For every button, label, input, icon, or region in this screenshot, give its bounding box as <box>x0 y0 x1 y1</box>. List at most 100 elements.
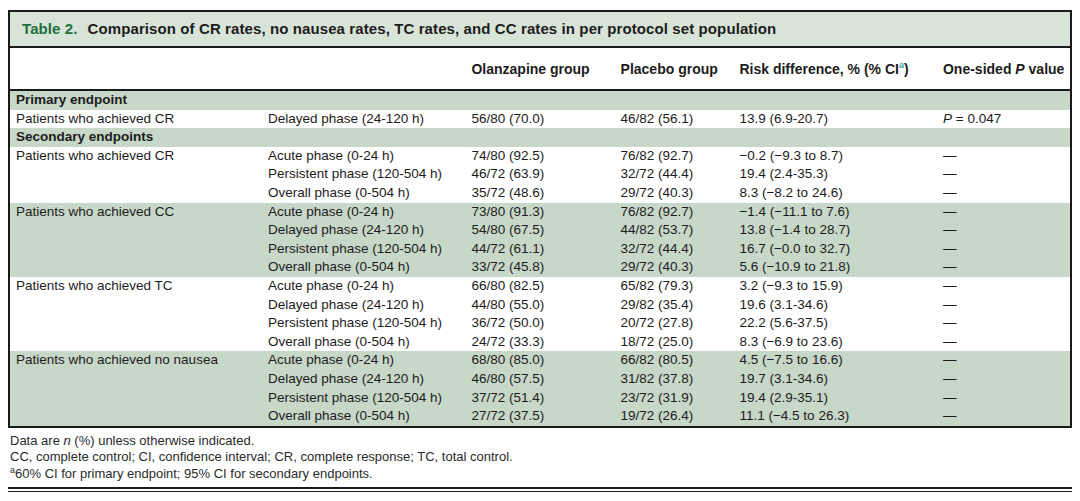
risk-diff-cell: 8.3 (−6.9 to 23.6) <box>735 333 939 352</box>
phase-cell: Persistent phase (120-504 h) <box>264 165 468 184</box>
olanzapine-cell: 44/80 (55.0) <box>467 296 616 315</box>
p-value-cell: — <box>939 147 1070 166</box>
table-row: Overall phase (0-504 h)27/72 (37.5)19/72… <box>10 407 1070 426</box>
risk-diff-cell: 16.7 (−0.0 to 32.7) <box>735 240 939 259</box>
p-value-cell: — <box>939 165 1070 184</box>
header-endpoint <box>10 48 264 90</box>
footnote-ci-definition: a60% CI for primary endpoint; 95% CI for… <box>10 466 1070 483</box>
p-value-cell: — <box>939 333 1070 352</box>
header-placebo: Placebo group <box>617 48 736 90</box>
footnote-data-note: Data are n (%) unless otherwise indicate… <box>10 433 1070 450</box>
risk-diff-cell: 5.6 (−10.9 to 21.8) <box>735 258 939 277</box>
risk-diff-cell: 11.1 (−4.5 to 26.3) <box>735 407 939 426</box>
endpoint-cell <box>10 296 264 315</box>
olanzapine-cell: 73/80 (91.3) <box>467 203 616 222</box>
endpoint-cell <box>10 314 264 333</box>
p-value-cell: — <box>939 277 1070 296</box>
section-header-row: Secondary endpoints <box>10 128 1070 147</box>
placebo-cell: 23/72 (31.9) <box>617 389 736 408</box>
table-body: Primary endpointPatients who achieved CR… <box>10 90 1070 426</box>
section-label: Secondary endpoints <box>10 128 1070 147</box>
endpoint-cell: Patients who achieved CR <box>10 147 264 166</box>
placebo-cell: 46/82 (56.1) <box>617 110 736 129</box>
olanzapine-cell: 66/80 (82.5) <box>467 277 616 296</box>
p-value-cell: — <box>939 351 1070 370</box>
olanzapine-cell: 46/80 (57.5) <box>467 370 616 389</box>
phase-cell: Acute phase (0-24 h) <box>264 277 468 296</box>
p-value-cell: — <box>939 184 1070 203</box>
p-value-cell: — <box>939 407 1070 426</box>
endpoint-cell <box>10 240 264 259</box>
phase-cell: Acute phase (0-24 h) <box>264 351 468 370</box>
table-row: Delayed phase (24-120 h)44/80 (55.0)29/8… <box>10 296 1070 315</box>
table-number-label: Table 2. <box>22 20 88 37</box>
olanzapine-cell: 37/72 (51.4) <box>467 389 616 408</box>
p-value-cell: — <box>939 314 1070 333</box>
endpoint-cell <box>10 221 264 240</box>
section-label: Primary endpoint <box>10 90 1070 110</box>
placebo-cell: 31/82 (37.8) <box>617 370 736 389</box>
olanzapine-cell: 27/72 (37.5) <box>467 407 616 426</box>
p-value-cell: — <box>939 221 1070 240</box>
phase-cell: Acute phase (0-24 h) <box>264 203 468 222</box>
table-row: Patients who achieved CRDelayed phase (2… <box>10 110 1070 129</box>
risk-diff-cell: 19.7 (3.1-34.6) <box>735 370 939 389</box>
phase-cell: Persistent phase (120-504 h) <box>264 240 468 259</box>
table-row: Persistent phase (120-504 h)44/72 (61.1)… <box>10 240 1070 259</box>
phase-cell: Delayed phase (24-120 h) <box>264 296 468 315</box>
table-row: Overall phase (0-504 h)33/72 (45.8)29/72… <box>10 258 1070 277</box>
risk-diff-cell: 4.5 (−7.5 to 16.6) <box>735 351 939 370</box>
table-row: Overall phase (0-504 h)24/72 (33.3)18/72… <box>10 333 1070 352</box>
p-value-cell: — <box>939 389 1070 408</box>
section-header-row: Primary endpoint <box>10 90 1070 110</box>
phase-cell: Overall phase (0-504 h) <box>264 407 468 426</box>
risk-diff-cell: 8.3 (−8.2 to 24.6) <box>735 184 939 203</box>
table-title: Comparison of CR rates, no nausea rates,… <box>88 20 777 37</box>
olanzapine-cell: 46/72 (63.9) <box>467 165 616 184</box>
risk-diff-cell: 13.8 (−1.4 to 28.7) <box>735 221 939 240</box>
table-row: Persistent phase (120-504 h)37/72 (51.4)… <box>10 389 1070 408</box>
table-end-rule <box>8 487 1072 492</box>
phase-cell: Overall phase (0-504 h) <box>264 184 468 203</box>
header-row: Olanzapine group Placebo group Risk diff… <box>10 48 1070 90</box>
placebo-cell: 65/82 (79.3) <box>617 277 736 296</box>
table-row: Patients who achieved CCAcute phase (0-2… <box>10 203 1070 222</box>
placebo-cell: 29/82 (35.4) <box>617 296 736 315</box>
p-value-cell: — <box>939 296 1070 315</box>
phase-cell: Acute phase (0-24 h) <box>264 147 468 166</box>
table-row: Overall phase (0-504 h)35/72 (48.6)29/72… <box>10 184 1070 203</box>
table-row: Delayed phase (24-120 h)46/80 (57.5)31/8… <box>10 370 1070 389</box>
endpoint-cell <box>10 333 264 352</box>
endpoint-cell: Patients who achieved TC <box>10 277 264 296</box>
olanzapine-cell: 56/80 (70.0) <box>467 110 616 129</box>
endpoint-cell <box>10 407 264 426</box>
placebo-cell: 76/82 (92.7) <box>617 203 736 222</box>
page: Table 2.Comparison of CR rates, no nause… <box>0 0 1080 492</box>
placebo-cell: 19/72 (26.4) <box>617 407 736 426</box>
endpoint-cell <box>10 389 264 408</box>
p-value-cell: — <box>939 203 1070 222</box>
risk-diff-cell: 3.2 (−9.3 to 15.9) <box>735 277 939 296</box>
header-p-value: One-sided P value <box>939 48 1070 90</box>
phase-cell: Persistent phase (120-504 h) <box>264 314 468 333</box>
olanzapine-cell: 54/80 (67.5) <box>467 221 616 240</box>
olanzapine-cell: 24/72 (33.3) <box>467 333 616 352</box>
p-value-cell: — <box>939 258 1070 277</box>
placebo-cell: 44/82 (53.7) <box>617 221 736 240</box>
endpoint-cell <box>10 258 264 277</box>
table-header: Olanzapine group Placebo group Risk diff… <box>10 48 1070 90</box>
risk-diff-cell: 13.9 (6.9-20.7) <box>735 110 939 129</box>
olanzapine-cell: 35/72 (48.6) <box>467 184 616 203</box>
p-value-cell: P = 0.047 <box>939 110 1070 129</box>
table-row: Delayed phase (24-120 h)54/80 (67.5)44/8… <box>10 221 1070 240</box>
table-row: Patients who achieved no nauseaAcute pha… <box>10 351 1070 370</box>
p-value-cell: — <box>939 370 1070 389</box>
olanzapine-cell: 44/72 (61.1) <box>467 240 616 259</box>
olanzapine-cell: 36/72 (50.0) <box>467 314 616 333</box>
endpoint-cell: Patients who achieved no nausea <box>10 351 264 370</box>
endpoint-cell: Patients who achieved CC <box>10 203 264 222</box>
p-value-cell: — <box>939 240 1070 259</box>
endpoint-cell: Patients who achieved CR <box>10 110 264 129</box>
risk-diff-cell: 19.4 (2.9-35.1) <box>735 389 939 408</box>
phase-cell: Delayed phase (24-120 h) <box>264 221 468 240</box>
